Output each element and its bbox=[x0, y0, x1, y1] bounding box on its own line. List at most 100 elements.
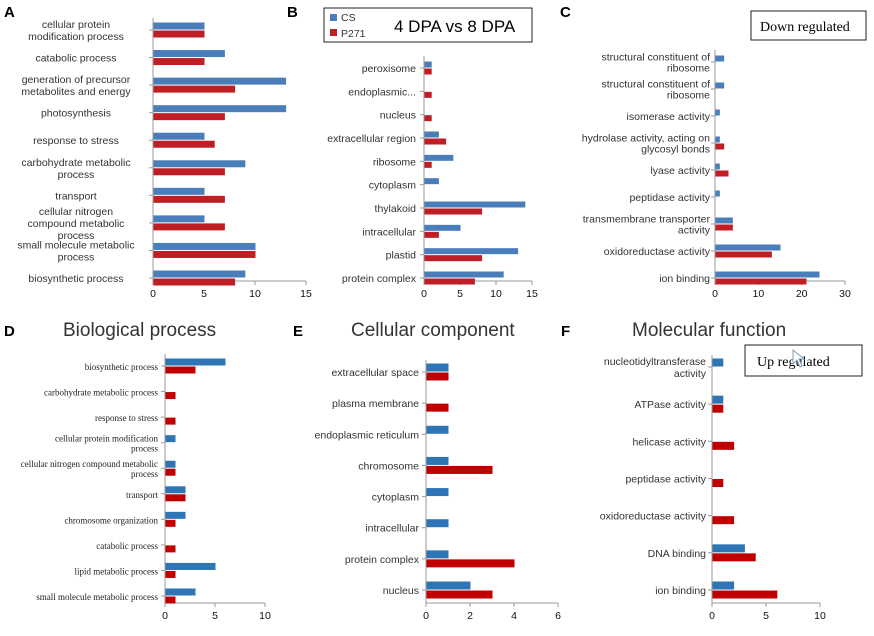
panel-e: 0 2 4 6 extracellular space plasma membrane en… bbox=[315, 360, 561, 622]
category-label: protein complex bbox=[345, 554, 420, 566]
bar-p271 bbox=[715, 278, 807, 285]
bar-cs bbox=[426, 550, 449, 559]
bar-cs bbox=[715, 163, 720, 170]
bar-cs bbox=[153, 242, 256, 250]
category-label: structural constituent of ribosome bbox=[601, 52, 710, 75]
bar-p271 bbox=[153, 168, 225, 176]
bar-cs bbox=[165, 588, 196, 596]
category-label: carbohydrate metabolic process bbox=[21, 157, 130, 181]
bar-p271 bbox=[165, 366, 196, 374]
legend-swatch-cs bbox=[330, 14, 337, 21]
category-label: extracellular region bbox=[327, 133, 416, 145]
bar-cs bbox=[424, 201, 526, 208]
panel-letter-e: E bbox=[293, 323, 303, 340]
bar-p271 bbox=[165, 545, 176, 553]
bar-cs bbox=[715, 217, 733, 224]
title-molecular-function: Molecular function bbox=[632, 320, 786, 341]
category-label: extracellular space bbox=[331, 367, 419, 379]
category-label: biosynthetic process bbox=[85, 362, 159, 372]
x-tick-label: 0 bbox=[423, 610, 429, 622]
bar-cs bbox=[153, 160, 246, 168]
bar-p271 bbox=[424, 231, 439, 238]
bar-p271 bbox=[424, 138, 447, 145]
bar-p271 bbox=[712, 553, 756, 562]
category-label: endoplasmic reticulum bbox=[315, 429, 420, 441]
bar-cs bbox=[153, 105, 287, 113]
category-label: transmembrane transporter activity bbox=[583, 214, 711, 237]
x-tick-label: 0 bbox=[421, 288, 427, 300]
category-label: oxidoreductase activity bbox=[600, 511, 707, 523]
category-label: structural constituent of ribosome bbox=[601, 79, 710, 102]
category-label: intracellular bbox=[365, 523, 419, 535]
x-tick-label: 5 bbox=[212, 610, 218, 622]
bar-p271 bbox=[424, 255, 483, 262]
bar-p271 bbox=[153, 195, 225, 203]
x-tick-label: 10 bbox=[752, 288, 764, 300]
bar-cs bbox=[165, 358, 226, 366]
bar-cs bbox=[165, 486, 186, 494]
x-tick-label: 5 bbox=[763, 610, 769, 622]
bar-p271 bbox=[715, 224, 733, 231]
bar-p271 bbox=[153, 85, 236, 93]
category-label: endoplasmic... bbox=[348, 86, 416, 98]
category-label: cellular protein modification process bbox=[28, 19, 124, 43]
x-tick-label: 10 bbox=[490, 288, 502, 300]
legend-comparison: 4 DPA vs 8 DPA bbox=[394, 17, 516, 36]
panel-f: 0 5 10 nucleotidyltransferase activity ATPase… bbox=[600, 355, 826, 622]
bar-p271 bbox=[424, 68, 432, 75]
bar-p271 bbox=[426, 465, 493, 474]
bar-p271 bbox=[715, 170, 729, 177]
bar-p271 bbox=[153, 250, 256, 258]
bar-cs bbox=[715, 244, 781, 251]
bar-cs bbox=[424, 131, 439, 138]
bar-p271 bbox=[712, 441, 735, 450]
bar-p271 bbox=[153, 140, 215, 148]
category-label: lyase activity bbox=[650, 165, 710, 177]
panel-letter-d: D bbox=[4, 323, 15, 340]
bar-cs bbox=[712, 581, 735, 590]
category-label: cellular nitrogen compound metabolic proc… bbox=[21, 459, 159, 479]
category-label: thylakoid bbox=[375, 203, 417, 215]
x-tick-label: 30 bbox=[839, 288, 851, 300]
bar-cs bbox=[426, 363, 449, 372]
bar-cs bbox=[712, 395, 724, 404]
bar-cs bbox=[715, 271, 820, 278]
category-label: chromosome organization bbox=[64, 515, 158, 525]
bar-p271 bbox=[165, 494, 186, 502]
bar-cs bbox=[426, 456, 449, 465]
bar-cs bbox=[424, 178, 439, 185]
bar-p271 bbox=[426, 403, 449, 412]
category-label: ATPase activity bbox=[634, 399, 706, 411]
bar-cs bbox=[426, 581, 471, 590]
bar-p271 bbox=[715, 251, 772, 258]
category-label: transport bbox=[55, 190, 97, 202]
category-label: cellular nitrogen compound metabolic proce… bbox=[28, 206, 125, 242]
category-label: carbohydrate metabolic process bbox=[44, 388, 158, 398]
x-tick-label: 0 bbox=[709, 610, 715, 622]
bar-cs bbox=[153, 50, 225, 58]
bar-cs bbox=[426, 425, 449, 434]
category-label: cytoplasm bbox=[372, 492, 420, 504]
panel-c: 0 10 20 30 structural constituent of ribosome… bbox=[582, 50, 851, 300]
category-label: photosynthesis bbox=[41, 108, 111, 120]
chart-panels: 0 5 10 15 cellular protein modification proce… bbox=[17, 18, 851, 622]
bar-p271 bbox=[424, 278, 475, 285]
bar-p271 bbox=[424, 91, 432, 98]
bar-cs bbox=[715, 55, 725, 62]
bar-p271 bbox=[712, 516, 735, 525]
bar-p271 bbox=[424, 161, 432, 168]
category-label: hydrolase activity, acting on glycosyl bo… bbox=[582, 133, 710, 156]
x-tick-label: 20 bbox=[796, 288, 808, 300]
category-label: cellular protein modification process bbox=[55, 434, 158, 454]
legend-swatch-p271 bbox=[330, 29, 337, 36]
category-label: catabolic process bbox=[35, 53, 116, 65]
bar-cs bbox=[153, 132, 205, 140]
title-cellular-component: Cellular component bbox=[351, 320, 515, 341]
bar-p271 bbox=[424, 208, 483, 215]
bar-cs bbox=[165, 562, 216, 570]
category-label: nucleotidyltransferase activity bbox=[604, 356, 707, 380]
x-tick-label: 4 bbox=[511, 610, 517, 622]
panel-letter-a: A bbox=[4, 4, 15, 21]
legend-label-p271: P271 bbox=[341, 28, 366, 40]
bar-cs bbox=[715, 82, 725, 89]
